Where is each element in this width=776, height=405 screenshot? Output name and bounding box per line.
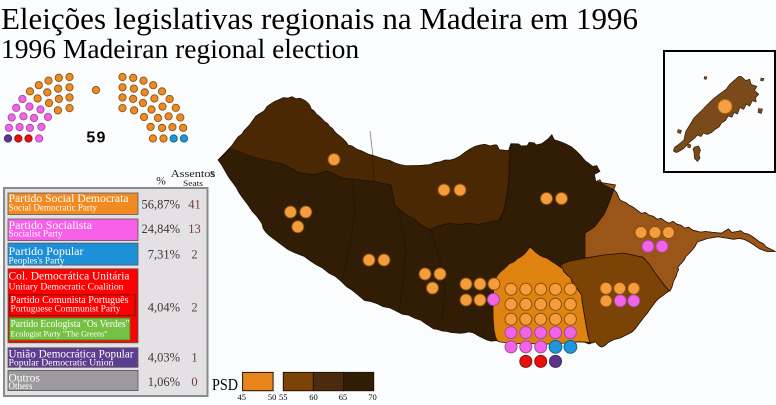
- svg-text:%: %: [156, 176, 166, 188]
- svg-text:Assentos: Assentos: [171, 169, 216, 180]
- svg-text:1: 1: [191, 351, 197, 365]
- svg-text:41: 41: [188, 198, 201, 212]
- svg-text:Unitary Democratic Coalition: Unitary Democratic Coalition: [9, 282, 124, 292]
- svg-text:s: s: [210, 165, 215, 180]
- svg-text:4,04%: 4,04%: [148, 301, 180, 315]
- svg-text:1,06%: 1,06%: [148, 375, 180, 389]
- svg-text:55: 55: [279, 392, 288, 402]
- svg-text:Eleições legislativas regionai: Eleições legislativas regionais na Madei…: [1, 1, 638, 36]
- svg-text:59: 59: [86, 130, 106, 147]
- svg-text:1996 Madeiran regional electio: 1996 Madeiran regional election: [1, 33, 359, 64]
- svg-text:24,84%: 24,84%: [141, 222, 180, 236]
- svg-text:Social Democratic Party: Social Democratic Party: [9, 202, 98, 212]
- svg-text:Peoples's Party: Peoples's Party: [9, 256, 66, 266]
- svg-text:2: 2: [191, 301, 197, 315]
- svg-text:13: 13: [188, 222, 201, 236]
- svg-text:Seats: Seats: [183, 179, 203, 188]
- svg-text:Outros: Outros: [9, 373, 41, 385]
- svg-text:Others: Others: [9, 381, 33, 391]
- svg-text:70: 70: [368, 392, 377, 402]
- svg-text:4,03%: 4,03%: [148, 351, 180, 365]
- svg-text:PSD: PSD: [212, 375, 238, 394]
- svg-text:45: 45: [238, 392, 247, 402]
- svg-text:Partido Ecologista "Os Verdes": Partido Ecologista "Os Verdes": [11, 319, 130, 330]
- svg-text:Partido Comunista Português: Partido Comunista Português: [11, 295, 129, 306]
- svg-text:60: 60: [309, 392, 318, 402]
- svg-text:Partido Social Democrata: Partido Social Democrata: [9, 193, 129, 205]
- svg-text:Col. Democrática Unitária: Col. Democrática Unitária: [9, 270, 130, 282]
- svg-text:União Democrática Popular: União Democrática Popular: [9, 348, 134, 360]
- svg-text:65: 65: [339, 392, 348, 402]
- svg-text:Socialist Party: Socialist Party: [9, 229, 64, 239]
- svg-text:7,31%: 7,31%: [148, 248, 180, 262]
- svg-text:56,87%: 56,87%: [141, 198, 180, 212]
- svg-text:2: 2: [191, 248, 197, 262]
- svg-text:Partido Popular: Partido Popular: [9, 246, 84, 258]
- svg-text:50: 50: [268, 392, 277, 402]
- svg-text:Portuguese Communist Party: Portuguese Communist Party: [11, 304, 121, 314]
- svg-text:Ecologist Party "The Greens": Ecologist Party "The Greens": [11, 328, 108, 338]
- svg-text:Popular Democratic Union: Popular Democratic Union: [9, 357, 115, 367]
- svg-text:Partido Socialista: Partido Socialista: [9, 220, 92, 232]
- svg-text:0: 0: [191, 375, 197, 389]
